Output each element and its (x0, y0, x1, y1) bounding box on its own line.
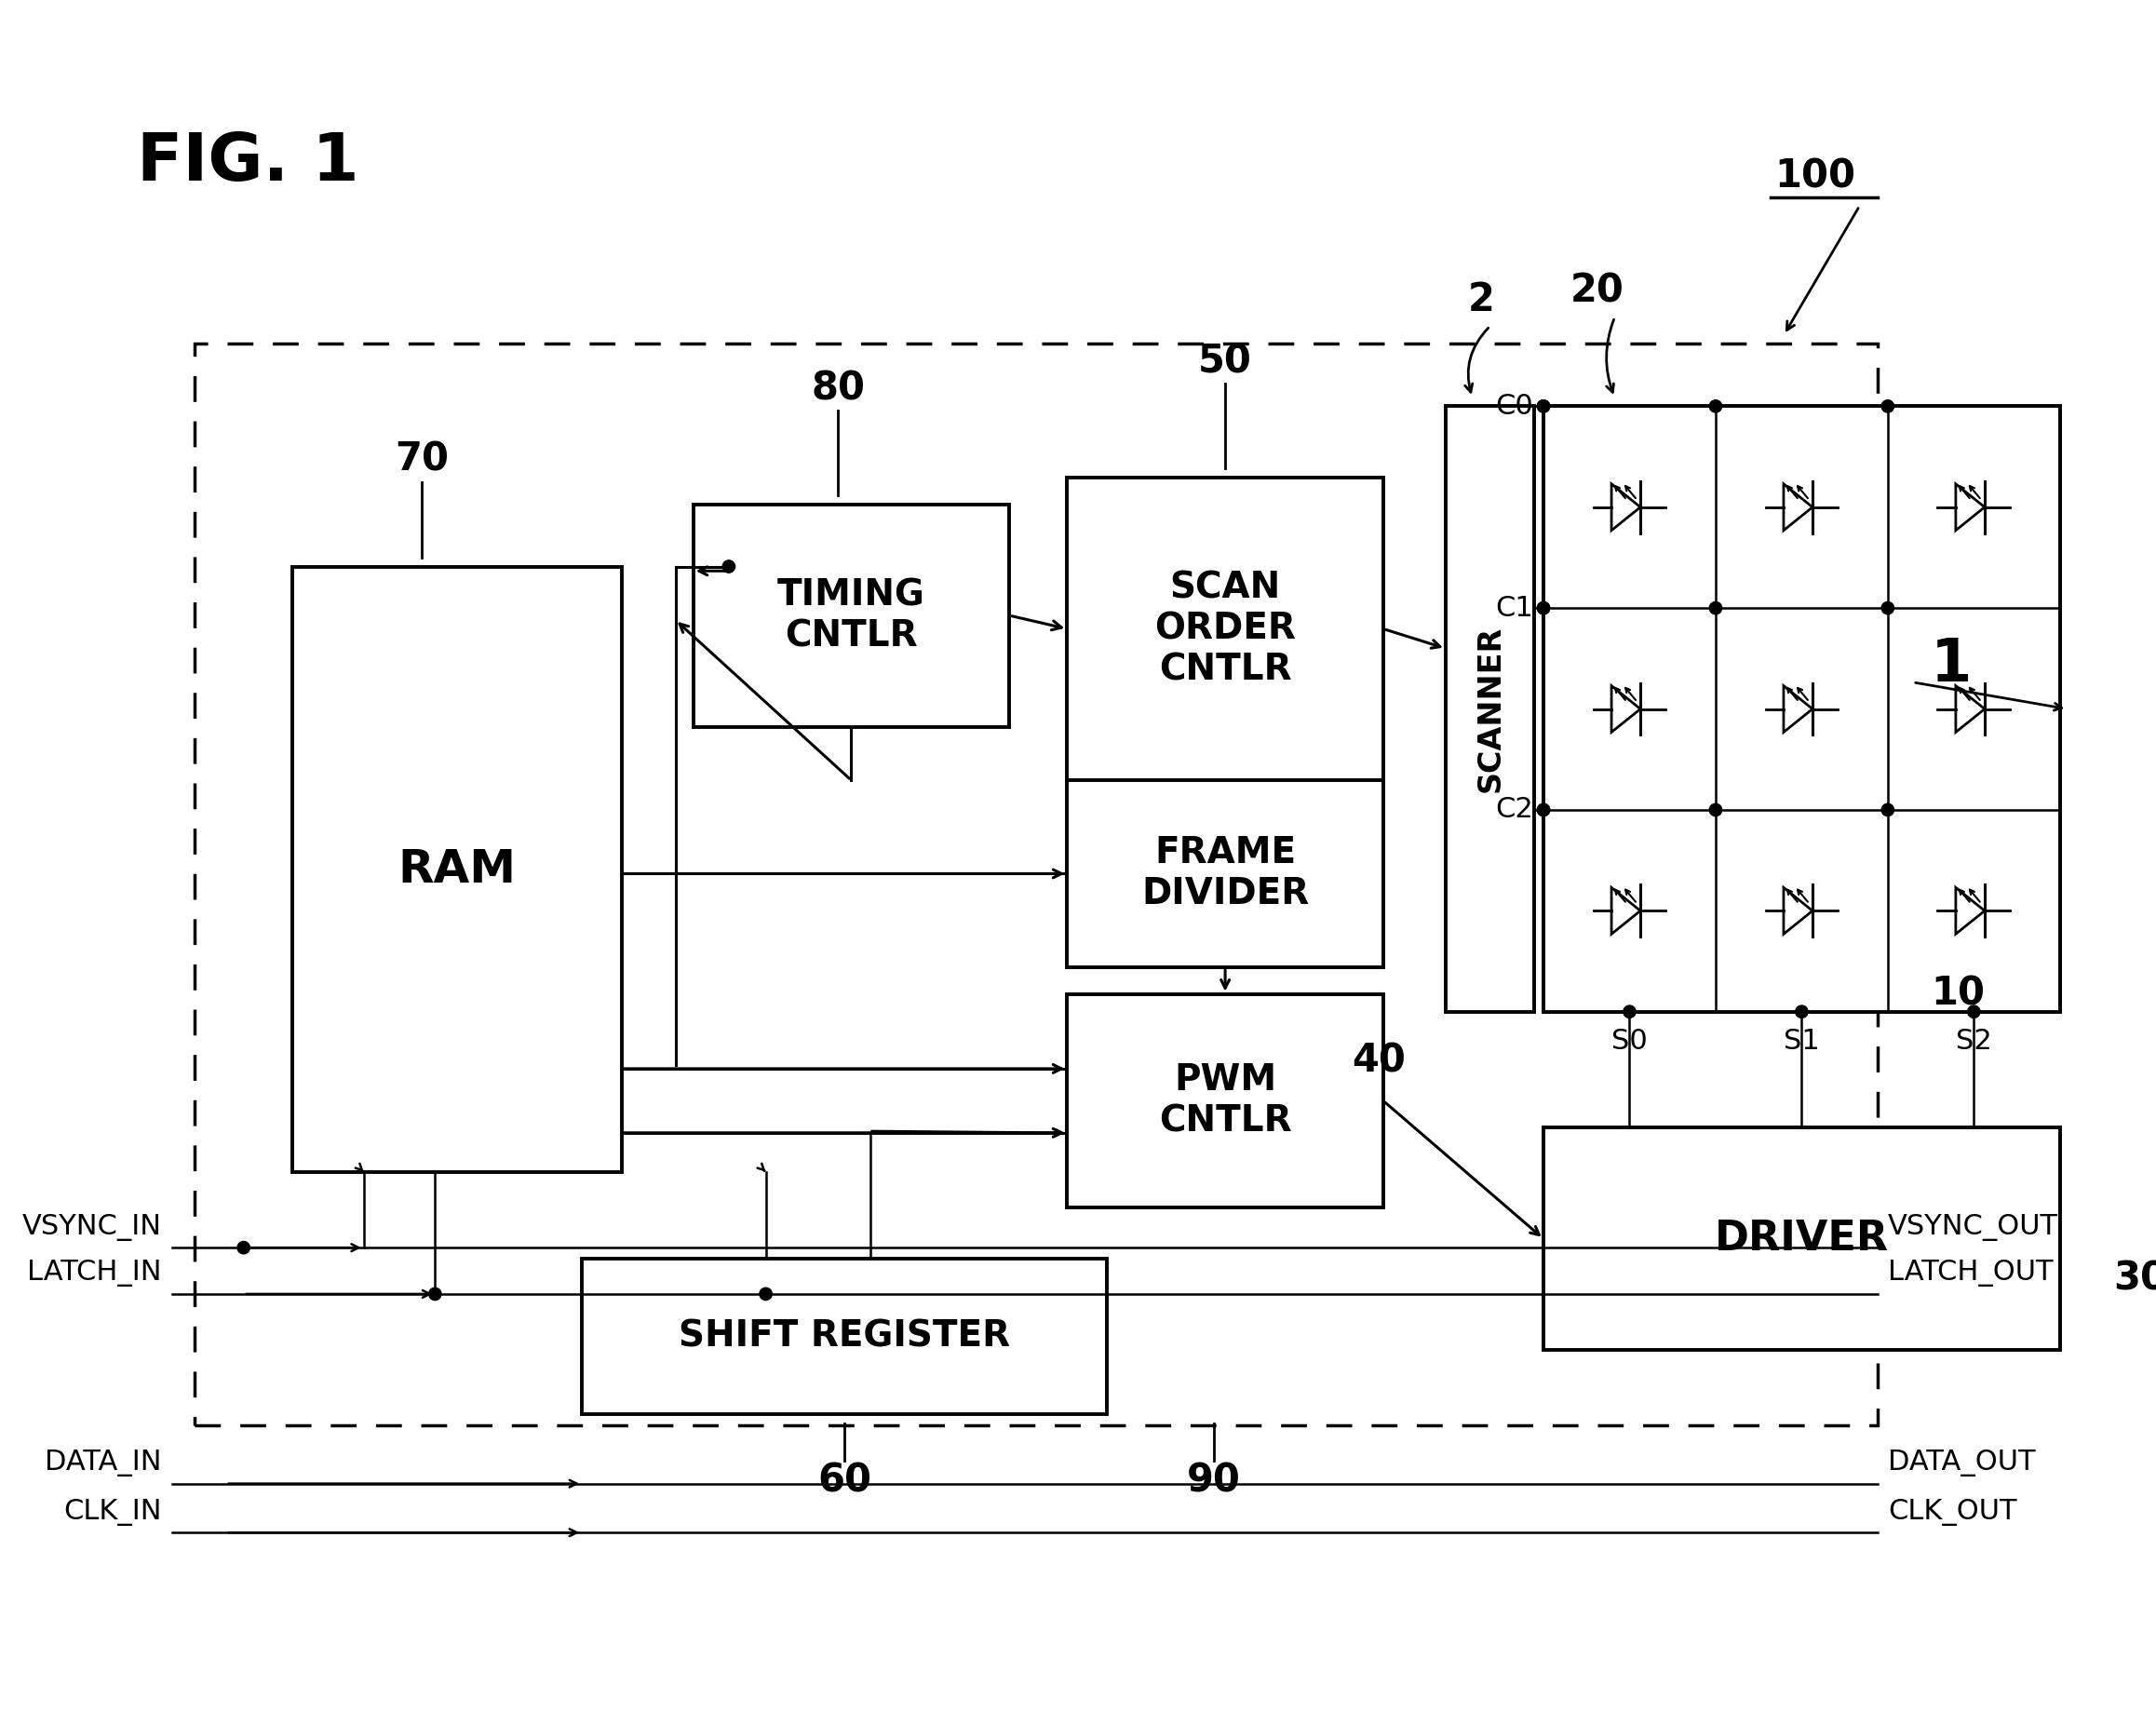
Circle shape (1710, 602, 1723, 614)
Text: S0: S0 (1611, 1027, 1647, 1055)
Text: CLK_IN: CLK_IN (63, 1498, 162, 1526)
Circle shape (1710, 400, 1723, 413)
Circle shape (1537, 400, 1550, 413)
Text: LATCH_OUT: LATCH_OUT (1889, 1260, 2053, 1288)
Circle shape (1882, 804, 1893, 816)
Text: VSYNC_OUT: VSYNC_OUT (1889, 1213, 2059, 1241)
Text: DATA_IN: DATA_IN (45, 1450, 162, 1476)
Text: C1: C1 (1494, 594, 1533, 621)
Text: S2: S2 (1955, 1027, 1992, 1055)
Bar (1067, 994, 1384, 1208)
Text: DRIVER: DRIVER (1714, 1219, 1889, 1258)
Text: SCANNER: SCANNER (1475, 625, 1505, 792)
Text: 90: 90 (1188, 1462, 1242, 1500)
Bar (1544, 406, 2059, 1011)
Text: 80: 80 (811, 369, 865, 407)
Circle shape (237, 1241, 250, 1253)
Circle shape (759, 1288, 772, 1300)
Circle shape (1882, 400, 1893, 413)
Bar (1544, 1127, 2059, 1350)
Text: SHIFT REGISTER: SHIFT REGISTER (679, 1319, 1011, 1353)
Bar (1445, 406, 1535, 1011)
Bar (694, 504, 1009, 727)
Text: 40: 40 (1352, 1041, 1406, 1080)
Text: 60: 60 (817, 1462, 871, 1500)
Text: 30: 30 (2113, 1260, 2156, 1298)
Text: SCAN
ORDER
CNTLR: SCAN ORDER CNTLR (1153, 570, 1296, 687)
Text: 10: 10 (1932, 975, 1986, 1013)
Text: 2: 2 (1468, 280, 1494, 319)
Bar (194, 343, 1878, 1426)
Circle shape (722, 561, 735, 573)
Text: LATCH_IN: LATCH_IN (28, 1260, 162, 1288)
Text: 50: 50 (1199, 342, 1253, 381)
Circle shape (1710, 804, 1723, 816)
Text: PWM
CNTLR: PWM CNTLR (1158, 1063, 1291, 1139)
Circle shape (1882, 602, 1893, 614)
Text: VSYNC_IN: VSYNC_IN (22, 1213, 162, 1241)
Circle shape (1623, 1006, 1636, 1018)
Bar (1067, 478, 1384, 780)
Bar (1067, 780, 1384, 967)
Circle shape (1796, 1006, 1809, 1018)
Text: C2: C2 (1494, 796, 1533, 823)
Circle shape (1537, 804, 1550, 816)
Text: RAM: RAM (399, 847, 517, 892)
Text: FRAME
DIVIDER: FRAME DIVIDER (1141, 835, 1309, 911)
Text: DATA_OUT: DATA_OUT (1889, 1450, 2035, 1476)
Text: FIG. 1: FIG. 1 (136, 129, 358, 195)
Circle shape (429, 1288, 442, 1300)
Text: C0: C0 (1494, 394, 1533, 419)
Bar (293, 566, 621, 1172)
Bar (582, 1258, 1108, 1414)
Circle shape (1968, 1006, 1979, 1018)
Text: 20: 20 (1570, 271, 1623, 311)
Text: TIMING
CNTLR: TIMING CNTLR (778, 576, 925, 654)
Circle shape (1537, 602, 1550, 614)
Circle shape (1537, 400, 1550, 413)
Text: S1: S1 (1783, 1027, 1820, 1055)
Text: 70: 70 (395, 440, 448, 480)
Text: 100: 100 (1774, 157, 1856, 197)
Circle shape (1537, 804, 1550, 816)
Circle shape (1537, 602, 1550, 614)
Text: 1: 1 (1932, 635, 1973, 694)
Text: CLK_OUT: CLK_OUT (1889, 1498, 2018, 1526)
